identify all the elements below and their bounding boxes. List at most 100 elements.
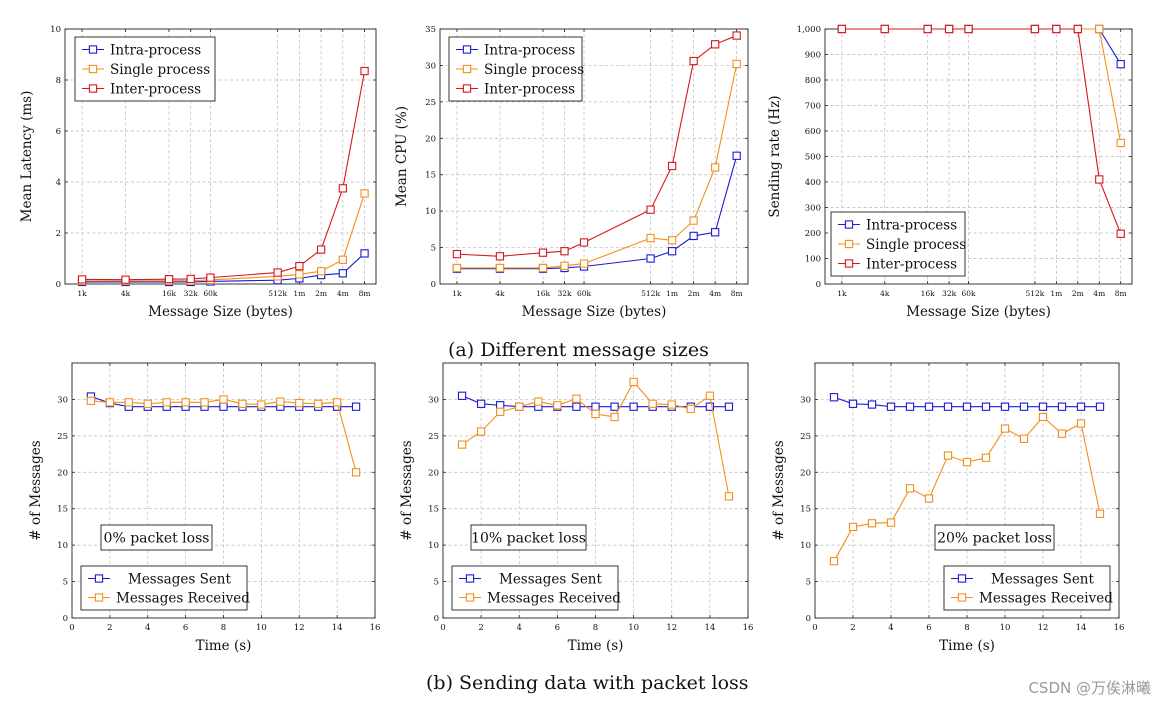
data-point [560,261,569,270]
y-tick-label: 100 [805,255,821,265]
data-point [579,238,589,247]
data-point [206,273,215,282]
y-axis-label: Mean CPU (%) [394,106,410,207]
y-tick-label: 4 [56,178,61,188]
data-point [829,557,839,566]
legend-box [451,565,619,611]
data-point [1095,175,1104,184]
x-tick-label: 14 [1076,623,1087,633]
x-tick-label: 12 [666,623,677,633]
y-axis-label: # of Messages [28,440,44,540]
legend-label: Inter-process [110,82,201,98]
x-tick-label: 4m [337,289,349,298]
y-tick-label: 25 [57,432,68,442]
y-tick-label: 25 [428,432,439,442]
data-point [457,391,467,400]
x-axis-label: Message Size (bytes) [148,304,293,320]
y-tick-label: 900 [805,51,821,61]
data-point [360,189,369,198]
series-single-process [837,24,1125,148]
y-tick-label: 20 [57,468,68,478]
data-point [1076,402,1086,411]
x-tick-label: 10 [1000,623,1011,633]
y-tick-label: 20 [800,468,811,478]
data-point [457,440,467,449]
data-point [295,270,304,279]
legend-label: Inter-process [484,82,575,98]
legend-marker [462,45,472,54]
legend-marker [465,574,475,583]
legend-label: Messages Received [487,591,621,607]
data-point [332,398,342,407]
y-tick-label: 25 [800,432,811,442]
y-tick-label: 0 [806,614,811,624]
data-point [705,402,715,411]
data-point [629,377,638,387]
x-tick-label: 8m [731,289,743,298]
data-point [495,263,505,273]
data-point [837,24,847,34]
series-messages-received [457,377,734,501]
data-point [1095,509,1105,518]
data-point [1116,60,1125,69]
data-point [905,484,915,493]
x-tick-label: 1m [1050,289,1062,298]
x-tick-label: 14 [704,623,715,633]
x-tick-label: 4k [495,289,505,298]
data-point [316,267,326,276]
legend-label: Inter-process [866,257,957,273]
data-point [867,400,877,409]
data-point [610,402,619,411]
data-point [476,427,486,436]
x-axis-label: Time (s) [568,638,624,654]
data-point [560,247,569,256]
data-point [1057,429,1067,438]
legend-label: Intra-process [110,43,201,59]
data-point [705,391,715,400]
legend-label: Messages Received [116,591,250,607]
y-tick-label: 15 [428,505,439,515]
y-tick-label: 8 [56,76,61,86]
y-tick-label: 25 [425,98,436,108]
x-axis-label: Message Size (bytes) [522,304,667,320]
data-point [314,399,323,408]
data-point [1057,402,1067,411]
grid [443,363,748,618]
series-messages-received [86,395,361,477]
data-point [77,275,87,284]
data-point [200,398,209,407]
y-tick-label: 5 [63,578,68,588]
data-point [1038,412,1048,422]
series-inter-process [837,24,1125,238]
legend-label: Messages Sent [499,572,602,588]
y-tick-label: 400 [805,178,821,188]
chart-panel-4: 0 5 10 15 20 25 30 0 2 4 6 8 10 12 14 16 Time (s) # of Me… [28,362,380,654]
x-tick-label: 14 [332,623,343,633]
x-tick-label: 4k [121,289,131,298]
data-point [496,407,505,416]
data-point [164,275,174,284]
x-tick-label: 32k [184,289,199,298]
y-tick-label: 5 [806,578,811,588]
data-point [923,24,932,34]
data-point [689,216,698,225]
data-point [1095,24,1104,34]
x-tick-label: 16k [921,289,936,298]
data-point [143,399,152,408]
x-tick-label: 1k [837,289,847,298]
annotation: 0% packet loss [100,524,213,551]
data-point [1076,419,1086,428]
x-tick-label: 0 [812,623,817,633]
y-tick-label: 0 [431,280,436,290]
x-tick-label: 6 [183,623,188,633]
legend: Intra-process Single process Inter-process [448,36,584,102]
x-tick-label: 8 [964,623,969,633]
series-line [82,193,366,282]
y-tick-label: 800 [805,76,821,86]
x-tick-label: 4m [709,289,721,298]
grid [825,29,1132,284]
data-point [105,398,115,407]
y-tick-label: 20 [425,134,436,144]
y-tick-label: 6 [56,127,61,137]
